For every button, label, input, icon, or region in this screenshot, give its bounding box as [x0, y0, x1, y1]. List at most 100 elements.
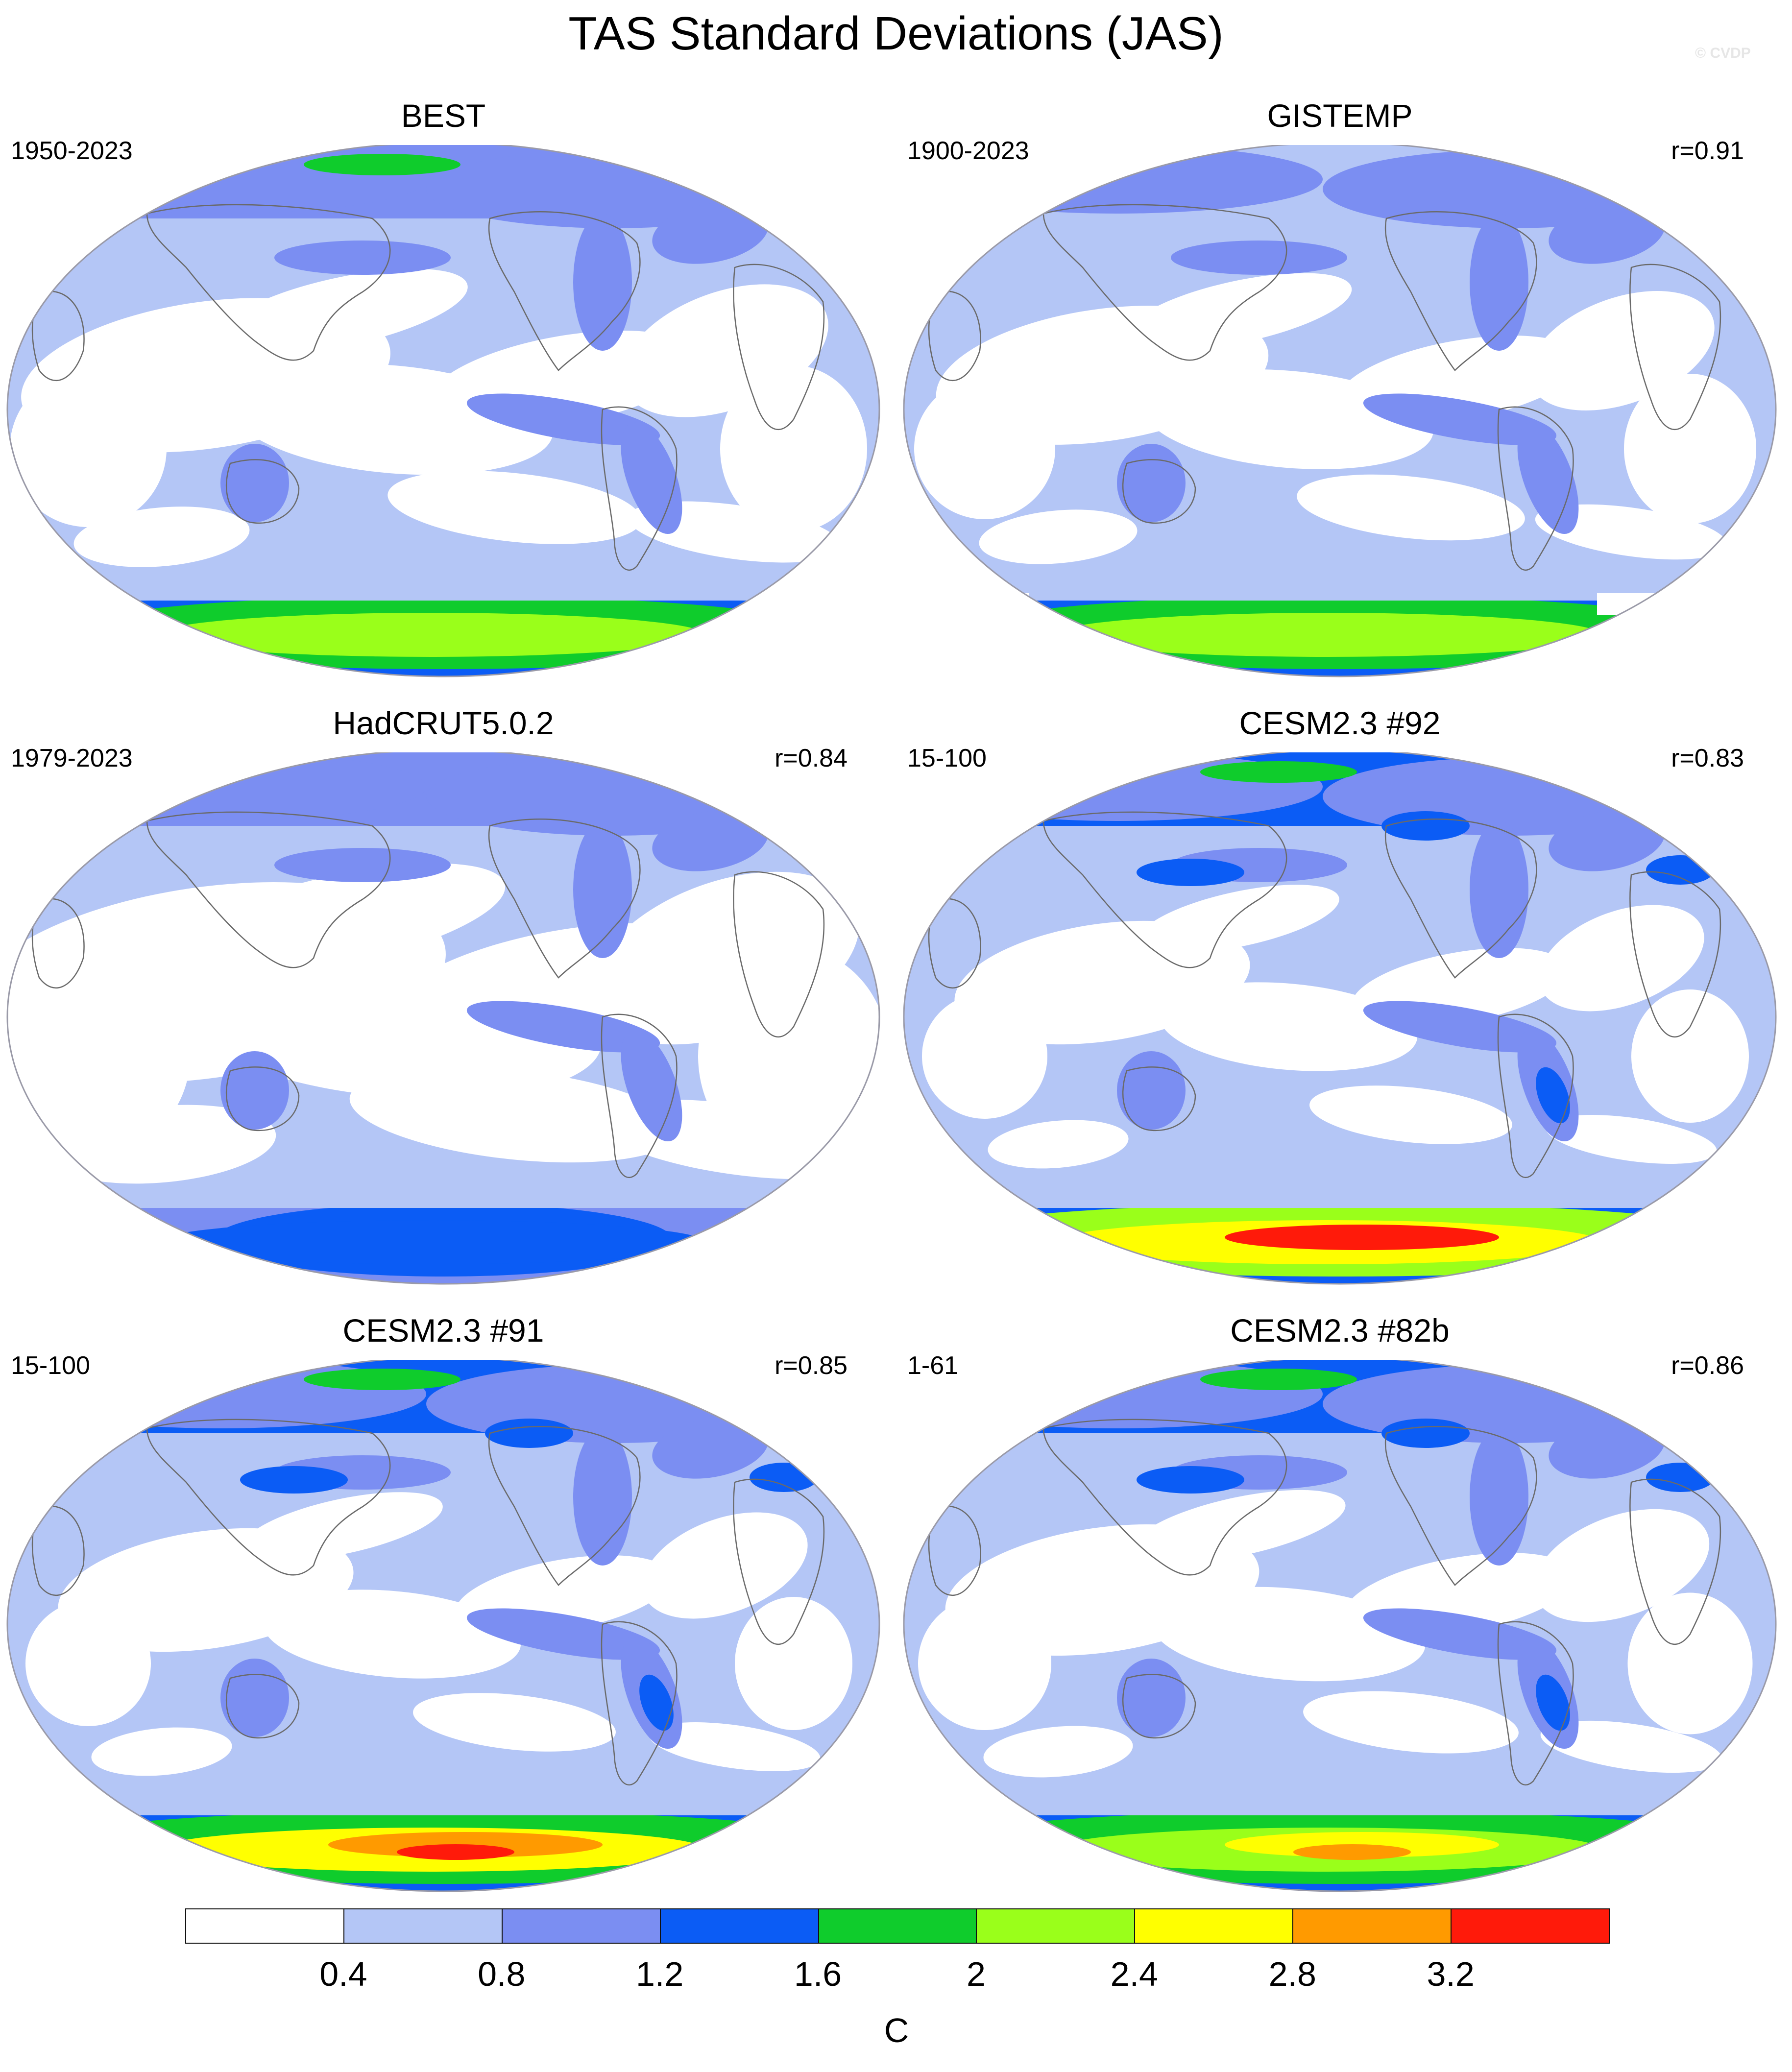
field-region	[218, 268, 468, 355]
field-region	[652, 202, 769, 264]
panel-period: 1-61	[907, 1351, 959, 1380]
panel-correlation: r=0.83	[1671, 744, 1744, 772]
colorbar-tick-label: 2	[966, 1955, 986, 1993]
coastline	[1629, 1478, 1721, 1645]
map-field	[7, 145, 879, 676]
panel-title: HadCRUT5.0.2	[333, 705, 554, 741]
coastline	[1384, 818, 1537, 979]
field-region	[220, 444, 289, 522]
panel-cesm-82b: CESM2.3 #82b 1-61 r=0.86	[896, 1311, 1783, 1899]
coastline	[1384, 211, 1537, 371]
coastline	[488, 818, 641, 979]
map-field	[904, 145, 1776, 676]
coastline	[1497, 1621, 1574, 1785]
colorbar-tick-label: 0.4	[319, 1955, 367, 1993]
field-region	[180, 863, 506, 975]
arctic-hotspot	[304, 1369, 460, 1390]
colorbar-box	[1292, 1908, 1452, 1944]
coastline	[31, 1505, 85, 1596]
coastline	[733, 264, 825, 430]
colorbar-box	[976, 1908, 1136, 1944]
antarctic-margin	[7, 1196, 879, 1208]
panel-gistemp: GISTEMP 1900-2023 r=0.91	[896, 96, 1783, 684]
coastline	[146, 204, 391, 361]
field-region	[1627, 1592, 1753, 1735]
field-region	[397, 1844, 514, 1860]
coastline	[601, 1013, 678, 1178]
coastline	[31, 898, 85, 988]
panel-best: BEST 1950-2023	[0, 96, 887, 684]
map-cesm-92	[903, 752, 1777, 1285]
field-region	[1117, 1051, 1186, 1130]
coastline	[1384, 1425, 1537, 1586]
field-region	[1533, 1509, 1710, 1622]
field-region	[1297, 474, 1525, 541]
field-region	[999, 1388, 1088, 1405]
field-region	[1536, 1067, 1570, 1124]
missing-data	[975, 593, 1029, 613]
coastline	[733, 1478, 825, 1645]
panel-correlation: r=0.86	[1671, 1351, 1744, 1380]
field-region	[922, 993, 1047, 1119]
coastline	[1042, 811, 1287, 968]
colorbar-tick-label: 2.8	[1268, 1955, 1316, 1993]
map-hadcrut	[6, 752, 880, 1285]
field-region	[1631, 989, 1749, 1123]
map-cesm-91	[6, 1360, 880, 1892]
enso-region	[466, 393, 660, 445]
coastline	[928, 898, 981, 988]
missing-data	[1597, 593, 1656, 615]
map-outline	[903, 145, 1777, 677]
field-region	[220, 1659, 289, 1737]
panel-period: 15-100	[11, 1351, 90, 1380]
coastline	[1629, 871, 1721, 1037]
antarctic-margin	[904, 1196, 1776, 1208]
field-region	[7, 954, 190, 1158]
arctic-hotspot	[1200, 1369, 1357, 1390]
field-region	[1517, 422, 1579, 534]
field-region	[220, 1051, 289, 1130]
field-region	[639, 1674, 674, 1731]
panel-cesm-92: CESM2.3 #92 15-100 r=0.83	[896, 703, 1783, 1291]
field-region	[413, 1693, 616, 1752]
coastline	[1122, 1674, 1196, 1739]
field-region	[1470, 821, 1528, 958]
colorbar-tick-label: 3.2	[1427, 1955, 1475, 1993]
field-region	[1546, 1115, 1717, 1164]
field-region	[1470, 1428, 1528, 1566]
coastline	[1629, 264, 1721, 430]
colorbar-box	[343, 1908, 503, 1944]
panel-title: BEST	[401, 97, 486, 134]
field-region	[988, 1120, 1129, 1169]
field-region	[642, 1512, 808, 1619]
field-region	[621, 1029, 682, 1142]
field-region	[914, 378, 1055, 519]
coastline	[928, 1505, 981, 1596]
colorbar-box	[185, 1908, 344, 1944]
coastline	[226, 1066, 300, 1132]
panel-title: CESM2.3 #92	[1239, 705, 1441, 741]
field-region	[735, 1597, 852, 1730]
field-region	[1293, 1844, 1411, 1860]
field-region	[1470, 214, 1528, 351]
field-region	[10, 370, 167, 527]
coastline	[226, 459, 300, 524]
field-region	[1536, 1674, 1570, 1731]
field-region	[1549, 810, 1665, 871]
field-region	[73, 506, 250, 567]
map-field	[904, 752, 1776, 1284]
field-region	[1539, 905, 1704, 1012]
panel-cesm-91: CESM2.3 #91 15-100 r=0.85	[0, 1311, 887, 1899]
colorbar-box	[1134, 1908, 1294, 1944]
coastline	[928, 290, 981, 381]
field-region	[485, 1419, 573, 1448]
field-region	[999, 780, 1088, 798]
field-region	[649, 1722, 821, 1771]
map-field	[7, 1360, 879, 1891]
field-region	[387, 471, 641, 544]
coastline	[601, 1621, 678, 1785]
field-region	[91, 1727, 232, 1776]
field-region	[1381, 811, 1470, 841]
panel-title: CESM2.3 #91	[342, 1312, 544, 1349]
map-outline	[6, 1360, 880, 1892]
